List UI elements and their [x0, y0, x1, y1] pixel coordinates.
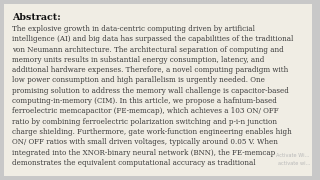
Text: von Neumann architecture. The architectural separation of computing and: von Neumann architecture. The architectu…: [12, 46, 284, 54]
Text: computing-in-memory (CIM). In this article, we propose a hafnium-based: computing-in-memory (CIM). In this artic…: [12, 97, 277, 105]
Text: The explosive growth in data-centric computing driven by artificial: The explosive growth in data-centric com…: [12, 25, 255, 33]
Text: ratio by combining ferroelectric polarization switching and p-i-n junction: ratio by combining ferroelectric polariz…: [12, 118, 277, 126]
Text: memory units results in substantial energy consumption, latency, and: memory units results in substantial ener…: [12, 56, 264, 64]
Text: ON/ OFF ratios with small driven voltages, typically around 0.05 V. When: ON/ OFF ratios with small driven voltage…: [12, 138, 278, 146]
Text: additional hardware expenses. Therefore, a novel computing paradigm with: additional hardware expenses. Therefore,…: [12, 66, 288, 74]
Text: integrated into the XNOR-binary neural network (BNN), the FE-memcap: integrated into the XNOR-binary neural n…: [12, 149, 275, 157]
Text: ferroelectric memcapacitor (FE-memcap), which achieves a 103 ON/ OFF: ferroelectric memcapacitor (FE-memcap), …: [12, 107, 279, 115]
Text: activate wi...: activate wi...: [277, 161, 310, 166]
Text: Abstract:: Abstract:: [12, 13, 61, 22]
Text: intelligence (AI) and big data has surpassed the capabilities of the traditional: intelligence (AI) and big data has surpa…: [12, 35, 293, 43]
Text: Activate Wi...: Activate Wi...: [276, 153, 310, 158]
Text: promising solution to address the memory wall challenge is capacitor-based: promising solution to address the memory…: [12, 87, 289, 95]
Text: demonstrates the equivalent computational accuracy as traditional: demonstrates the equivalent computationa…: [12, 159, 256, 167]
Text: low power consumption and high parallelism is urgently needed. One: low power consumption and high paralleli…: [12, 76, 265, 84]
Text: charge shielding. Furthermore, gate work-function engineering enables high: charge shielding. Furthermore, gate work…: [12, 128, 292, 136]
FancyBboxPatch shape: [4, 4, 312, 176]
